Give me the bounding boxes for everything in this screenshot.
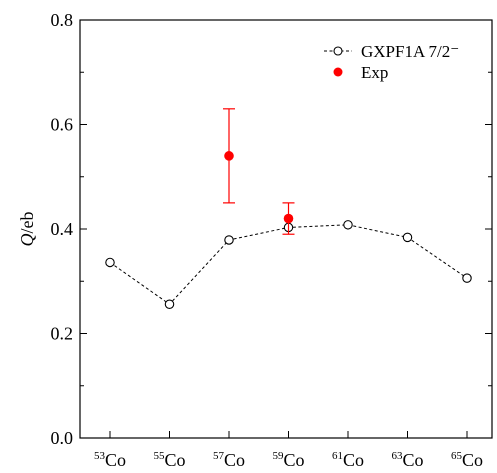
y-axis-title: Q/eb: [17, 212, 37, 247]
y-tick-label: 0.6: [51, 115, 74, 135]
y-tick-label: 0.0: [51, 428, 74, 448]
y-tick-label: 0.2: [51, 324, 74, 344]
x-tick-label-element: Co: [283, 450, 304, 470]
legend-model-marker: [333, 46, 343, 56]
x-tick-label-mass: 65: [451, 450, 463, 462]
x-tick-label-element: Co: [105, 450, 126, 470]
x-tick-label: 65Co: [451, 450, 483, 470]
x-tick-label-mass: 55: [153, 450, 165, 462]
exp-point: [283, 213, 294, 224]
x-tick-label-element: Co: [164, 450, 185, 470]
x-axis: 53Co 55Co 57Co 59Co 61Co 63Co 65Co: [94, 431, 483, 470]
x-tick-label: 55Co: [153, 450, 185, 470]
x-tick-label-mass: 53: [94, 450, 106, 462]
gxpf1a-point: [224, 235, 234, 245]
legend-model-label: GXPF1A 7/2⁻: [361, 42, 459, 61]
legend: GXPF1A 7/2⁻ Exp: [324, 42, 459, 82]
x-tick-label-element: Co: [462, 450, 483, 470]
x-tick-label-element: Co: [224, 450, 245, 470]
x-tick-label: 63Co: [391, 450, 423, 470]
x-tick-label: 57Co: [213, 450, 245, 470]
legend-exp-label: Exp: [361, 63, 388, 82]
gxpf1a-point: [164, 299, 175, 309]
series-exp: [223, 108, 295, 235]
y-tick-label: 0.4: [51, 219, 74, 239]
gxpf1a-point: [402, 232, 413, 243]
x-tick-label-mass: 59: [272, 450, 284, 462]
x-tick-label: 53Co: [94, 450, 126, 470]
exp-point: [224, 151, 234, 161]
gxpf1a-line: [109, 224, 468, 305]
x-tick-label-mass: 61: [332, 450, 343, 462]
x-tick-label: 61Co: [332, 450, 364, 470]
y-tick-label: 0.8: [51, 10, 74, 30]
x-tick-label-element: Co: [402, 450, 423, 470]
x-tick-label: 59Co: [272, 450, 304, 470]
gxpf1a-point: [343, 220, 353, 230]
x-tick-label-mass: 63: [391, 450, 403, 462]
x-tick-label-mass: 57: [213, 450, 225, 462]
gxpf1a-point: [462, 273, 472, 283]
gxpf1a-point: [105, 257, 115, 268]
x-tick-label-element: Co: [343, 450, 364, 470]
y-axis: 0.0 0.2 0.4 0.6 0.8: [51, 10, 492, 448]
legend-exp-marker: [333, 67, 343, 77]
